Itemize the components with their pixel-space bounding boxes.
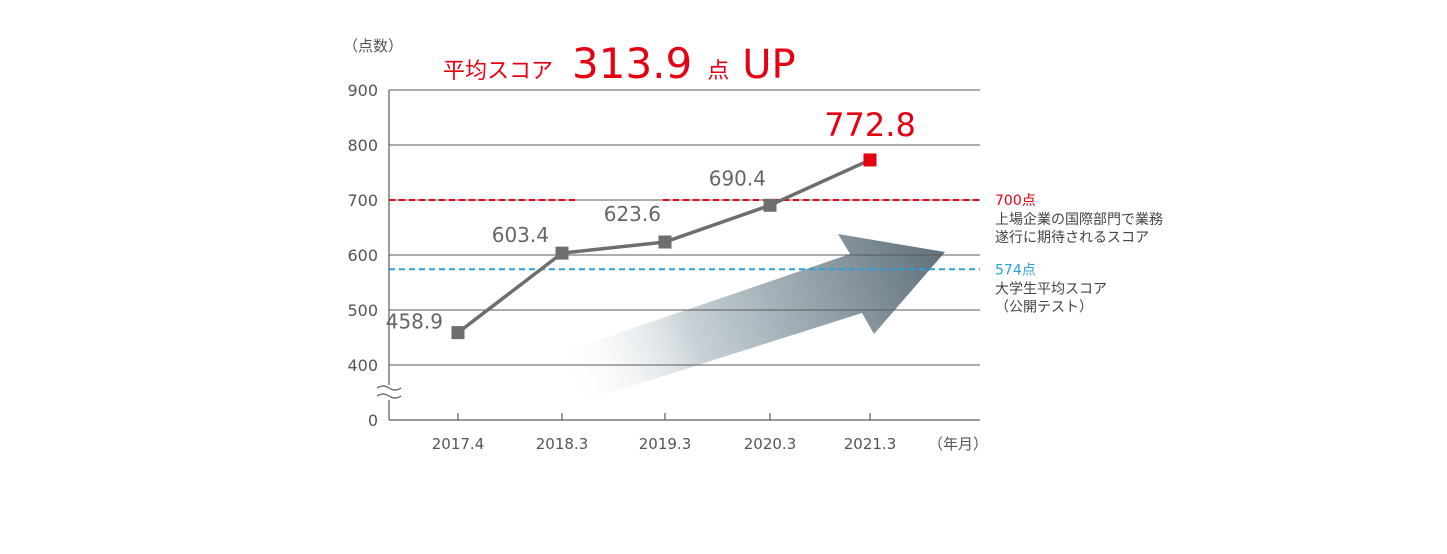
- data-label: 458.9: [386, 310, 443, 334]
- y-axis-title: （点数）: [343, 37, 403, 55]
- x-tick-label: 2019.3: [639, 435, 692, 453]
- y-tick-label: 400: [347, 356, 378, 375]
- headline-unit: 点: [707, 59, 729, 84]
- y-tick-label: 700: [347, 191, 378, 210]
- reference-label: 700点: [995, 193, 1036, 209]
- reference-label: 574点: [995, 262, 1036, 278]
- data-label-backdrop: [816, 102, 924, 141]
- data-point: [763, 198, 777, 212]
- headline-prefix: 平均スコア: [443, 59, 553, 84]
- data-point: [451, 326, 465, 340]
- y-tick-label: 800: [347, 136, 378, 155]
- x-tick-label: 2020.3: [744, 435, 797, 453]
- data-point: [658, 235, 672, 249]
- reference-description: 大学生平均スコア: [995, 281, 1107, 297]
- trend-arrow: [546, 234, 945, 405]
- data-label: 623.6: [604, 202, 661, 226]
- y-tick-label: 0: [368, 411, 378, 430]
- axis-break-mark: [376, 393, 402, 399]
- data-label: 772.8: [824, 106, 916, 144]
- x-axis-title: （年月）: [928, 435, 988, 453]
- data-point: [555, 246, 569, 260]
- x-tick-label: 2017.4: [432, 435, 485, 453]
- y-tick-label: 500: [347, 301, 378, 320]
- x-tick-label: 2018.3: [536, 435, 589, 453]
- data-point: [863, 153, 877, 167]
- headline-title: 平均スコア 313.9 点 UP: [443, 39, 796, 88]
- reference-description: （公開テスト）: [995, 299, 1093, 315]
- data-label: 603.4: [492, 223, 549, 247]
- reference-description: 遂行に期待されるスコア: [995, 230, 1149, 246]
- y-tick-label: 900: [347, 81, 378, 100]
- x-tick-label: 2021.3: [844, 435, 897, 453]
- y-tick-label: 600: [347, 246, 378, 265]
- reference-description: 上場企業の国際部門で業務: [995, 211, 1163, 228]
- headline-suffix: UP: [742, 42, 795, 88]
- axis-break-mark: [376, 385, 402, 391]
- headline-value: 313.9: [572, 39, 692, 88]
- data-label: 690.4: [709, 166, 766, 190]
